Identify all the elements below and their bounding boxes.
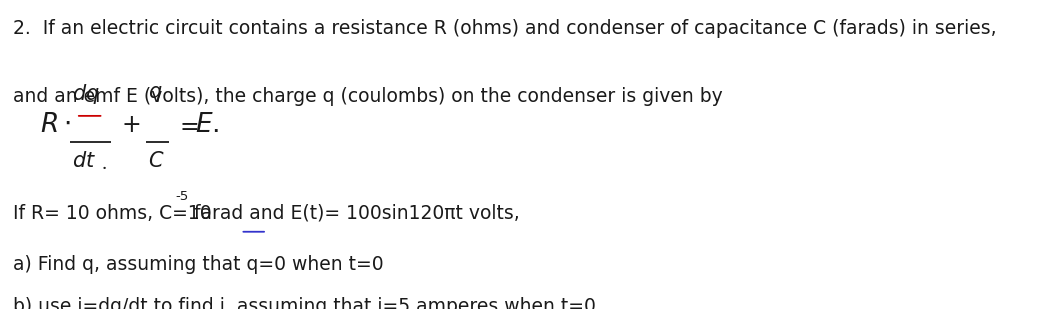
Text: a) Find q, assuming that q=0 when t=0: a) Find q, assuming that q=0 when t=0 xyxy=(13,255,383,274)
Text: $dq$: $dq$ xyxy=(72,82,99,106)
Text: If R= 10 ohms, C=10: If R= 10 ohms, C=10 xyxy=(13,204,211,223)
Text: $=$: $=$ xyxy=(175,113,199,137)
Text: b) use i=dq/dt to find i, assuming that i=5 amperes when t=0: b) use i=dq/dt to find i, assuming that … xyxy=(13,297,595,309)
Text: -5: -5 xyxy=(175,190,189,203)
Text: $C$: $C$ xyxy=(148,151,165,171)
Text: $\bullet$: $\bullet$ xyxy=(101,162,108,171)
Text: 2.  If an electric circuit contains a resistance R (ohms) and condenser of capac: 2. If an electric circuit contains a res… xyxy=(13,19,996,37)
Text: $E.$: $E.$ xyxy=(195,112,219,138)
Text: $dt$: $dt$ xyxy=(72,151,96,171)
Text: $q$: $q$ xyxy=(148,84,162,104)
Text: farad and E(t)= 100sin120πt volts,: farad and E(t)= 100sin120πt volts, xyxy=(188,204,519,223)
Text: $+$: $+$ xyxy=(121,113,140,137)
Text: $R\cdot$: $R\cdot$ xyxy=(40,112,71,138)
Text: and an emf E (volts), the charge q (coulombs) on the condenser is given by: and an emf E (volts), the charge q (coul… xyxy=(13,87,723,105)
